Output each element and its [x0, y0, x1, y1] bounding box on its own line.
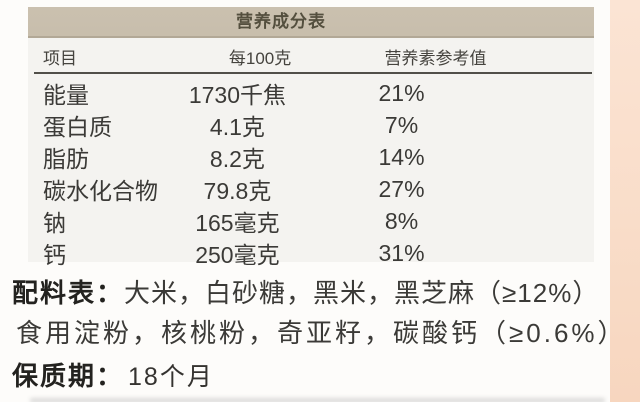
header-divider [34, 72, 592, 74]
table-row: 碳水化合物 79.8克 27% [28, 172, 594, 205]
nutrient-nrv: 7% [384, 111, 419, 138]
nutrient-nrv: 31% [378, 239, 425, 266]
column-header-nrv: 营养素参考值 [384, 49, 487, 68]
package-edge-strip [610, 0, 640, 402]
nutrient-name: 钠 [43, 210, 66, 236]
ingredients-text-1: 大米，白砂糖，黑米，黑芝麻（≥12%） [124, 278, 600, 308]
nutrient-nrv: 27% [378, 175, 425, 202]
table-row: 钠 165毫克 8% [28, 204, 594, 237]
nutrient-amount: 4.1克 [209, 114, 265, 140]
nutrient-name: 能量 [43, 82, 89, 108]
nutrient-amount: 8.2克 [209, 146, 265, 172]
shelf-life-value: 18个月 [128, 363, 214, 391]
nutrient-nrv: 21% [378, 79, 425, 106]
cropped-text-blur [30, 398, 605, 402]
nutrition-facts-panel: 营养成分表 项目 每100克 营养素参考值 能量 1730千焦 21% 蛋白质 … [28, 7, 594, 268]
column-header-per100g: 每100克 [228, 49, 292, 68]
nutrient-name: 脂肪 [43, 146, 89, 172]
nutrient-nrv: 14% [378, 143, 425, 170]
nutrition-table-rows: 能量 1730千焦 21% 蛋白质 4.1克 7% 脂肪 8.2克 14% 碳水… [28, 76, 594, 269]
ingredients-line-2: 食用淀粉，核桃粉，奇亚籽，碳酸钙（≥0.6%） [16, 313, 624, 350]
nutrient-nrv: 8% [384, 207, 419, 234]
nutrient-name: 碳水化合物 [43, 178, 158, 204]
nutrient-name: 蛋白质 [43, 114, 112, 140]
nutrient-amount: 79.8克 [203, 178, 272, 204]
nutrient-name: 钙 [43, 242, 66, 268]
column-header-item: 项目 [43, 49, 77, 68]
table-row: 钙 250毫克 31% [28, 236, 594, 269]
nutrient-amount: 250毫克 [195, 242, 280, 268]
nutrient-amount: 165毫克 [195, 210, 280, 236]
ingredients-line-1: 配料表：大米，白砂糖，黑米，黑芝麻（≥12%） [12, 273, 612, 310]
nutrient-amount: 1730千焦 [188, 82, 286, 108]
shelf-life-label: 保质期： [12, 361, 125, 391]
ingredients-text-2: 食用淀粉，核桃粉，奇亚籽，碳酸钙（≥0.6%） [16, 318, 627, 348]
table-row: 能量 1730千焦 21% [28, 76, 594, 109]
shelf-life-line: 保质期： 18个月 [12, 356, 214, 393]
nutrition-panel-title: 营养成分表 [236, 12, 326, 31]
nutrition-table-header: 项目 每100克 营养素参考值 [28, 43, 594, 70]
table-row: 蛋白质 4.1克 7% [28, 108, 594, 141]
nutrition-panel-title-bar: 营养成分表 [28, 7, 594, 38]
table-row: 脂肪 8.2克 14% [28, 140, 594, 173]
ingredients-label: 配料表： [12, 278, 125, 308]
